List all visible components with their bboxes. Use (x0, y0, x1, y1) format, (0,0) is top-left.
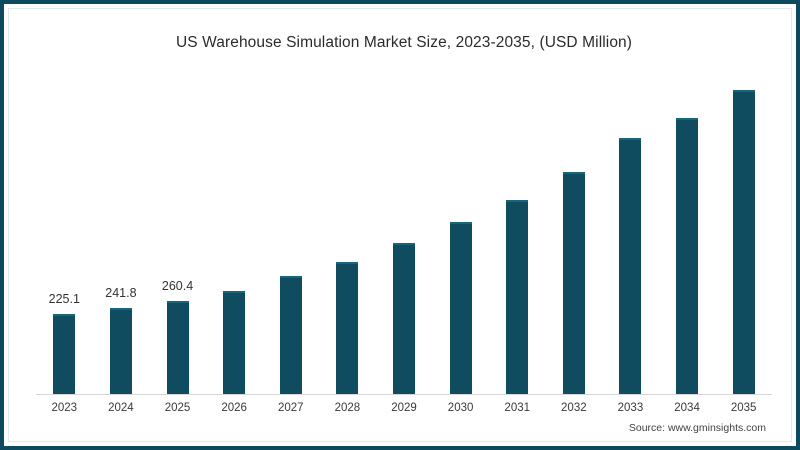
bar-value-label: 225.1 (48, 291, 80, 306)
x-axis-tick-label: 2030 (447, 402, 474, 414)
bar[interactable] (109, 308, 132, 394)
bar[interactable] (223, 290, 246, 394)
bar[interactable] (336, 261, 359, 394)
plot-area: 225.1 241.8 260.4 (36, 74, 772, 394)
bar-group (715, 74, 772, 394)
x-axis-tick-label: 2031 (504, 402, 531, 414)
bar-group (602, 74, 659, 394)
bar[interactable] (732, 90, 755, 394)
bar-group: 241.8 (93, 74, 150, 394)
bar[interactable] (676, 118, 699, 394)
x-axis-tick-label: 2029 (391, 402, 417, 414)
source-attribution: Source: www.gminsights.com (628, 422, 766, 434)
bar-group (489, 74, 546, 394)
bar-group (659, 74, 716, 394)
bar-value-label: 241.8 (105, 286, 137, 301)
bar[interactable] (449, 221, 472, 394)
x-axis-tick-label: 2025 (164, 402, 191, 414)
bar-group (376, 74, 433, 394)
bar-group: 225.1 (36, 74, 93, 394)
page-title: US Warehouse Simulation Market Size, 202… (175, 34, 633, 51)
bar-group (546, 74, 603, 394)
bar[interactable] (562, 171, 585, 394)
x-axis-tick-label: 2033 (617, 402, 644, 414)
x-axis-tick-label: 2032 (561, 402, 587, 414)
x-axis-tick-label: 2034 (674, 402, 700, 414)
bar-group (432, 74, 489, 394)
bar[interactable] (279, 275, 302, 394)
bar[interactable] (506, 200, 529, 394)
x-axis-tick-label: 2028 (334, 402, 361, 414)
bar[interactable] (619, 138, 642, 394)
bar[interactable] (166, 301, 189, 394)
bar-group (319, 74, 376, 394)
bar-value-label: 260.4 (161, 279, 194, 294)
x-axis-line (36, 394, 772, 395)
x-axis-tick-label: 2024 (108, 402, 134, 414)
bar-group: 260.4 (149, 74, 206, 394)
bar-group (206, 74, 263, 394)
x-axis-tick-label: 2035 (730, 402, 757, 414)
x-axis-tick-label: 2026 (221, 402, 247, 414)
bar[interactable] (53, 313, 76, 394)
bar[interactable] (392, 242, 415, 394)
bar-group (262, 74, 319, 394)
x-axis-tick-label: 2027 (277, 402, 304, 414)
x-axis-tick-label: 2023 (51, 402, 78, 414)
